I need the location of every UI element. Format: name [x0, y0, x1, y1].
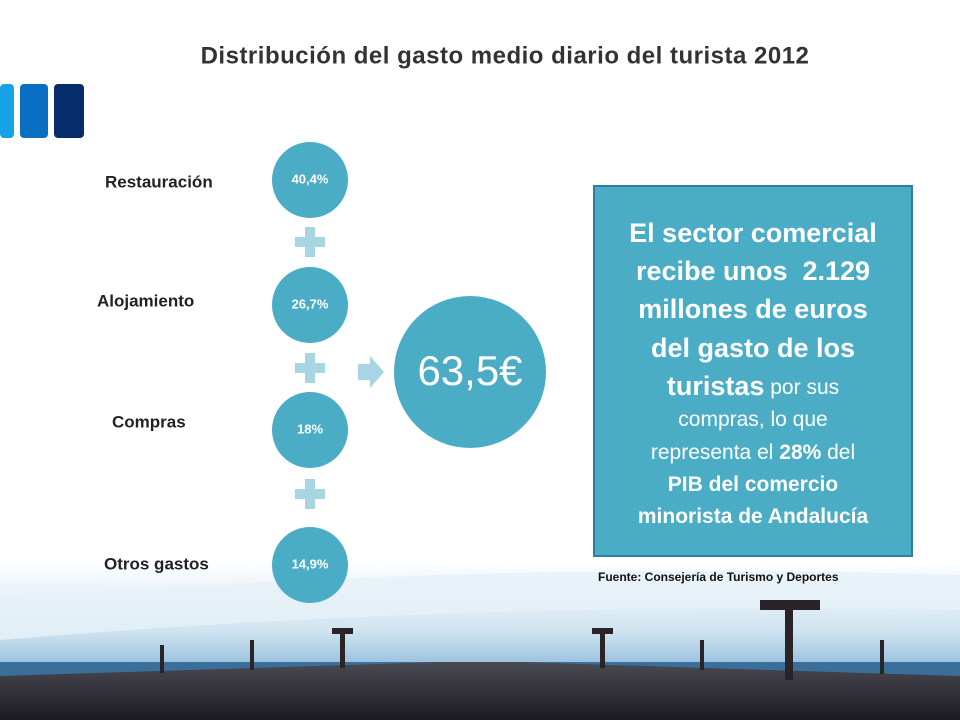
- callout-line: millones de euros: [638, 294, 868, 324]
- text-part: representa el: [651, 441, 779, 464]
- pier: [0, 662, 960, 720]
- callout-line: representa el 28% del: [651, 441, 855, 464]
- total-circle: [394, 296, 546, 448]
- text-part: por sus: [764, 376, 839, 399]
- swoosh: [0, 570, 960, 640]
- text-part: turistas: [667, 371, 765, 401]
- deco-bar: [20, 84, 48, 138]
- callout-line: El sector comercial: [629, 218, 877, 248]
- text-part: minorista de Andalucía: [638, 505, 869, 528]
- deco-bar: [54, 84, 84, 138]
- item-circle: [272, 267, 348, 343]
- callout-box: [593, 185, 913, 557]
- item-circle: [272, 142, 348, 218]
- text-part: del gasto de los: [651, 333, 855, 363]
- item-value: 26,7%: [292, 296, 329, 311]
- item-value: 14,9%: [292, 556, 329, 571]
- deco-bar: [0, 84, 14, 138]
- text-part: del: [821, 441, 855, 464]
- arrow: [358, 356, 384, 388]
- lamp-posts: [160, 600, 884, 680]
- item-circle: [272, 527, 348, 603]
- total: 63,5€: [417, 347, 522, 394]
- title: Distribución del gasto medio diario del …: [201, 42, 810, 69]
- text-part: recibe unos 2.129: [636, 256, 870, 286]
- item-circle: [272, 392, 348, 468]
- text-part: 28%: [779, 441, 821, 464]
- text-part: millones de euros: [638, 294, 868, 324]
- item-label: Alojamiento: [97, 291, 194, 310]
- item-label: Compras: [112, 412, 186, 431]
- item-label: Otros gastos: [104, 554, 209, 573]
- text-part: PIB del comercio: [668, 473, 838, 496]
- item-label: Restauración: [105, 172, 213, 191]
- plus-signs: [295, 227, 325, 509]
- callout-line: compras, lo que: [678, 408, 827, 431]
- text-part: compras, lo que: [678, 408, 827, 431]
- source: Fuente: Consejería de Turismo y Deportes: [598, 570, 839, 584]
- callout-line: minorista de Andalucía: [638, 505, 869, 528]
- callout-line: recibe unos 2.129: [636, 256, 870, 286]
- callout-line: del gasto de los: [651, 333, 855, 363]
- callout-line: turistas por sus: [667, 371, 839, 401]
- item-value: 40,4%: [292, 171, 329, 186]
- text-part: El sector comercial: [629, 218, 877, 248]
- callout-line: PIB del comercio: [668, 473, 838, 496]
- item-value: 18%: [297, 421, 323, 436]
